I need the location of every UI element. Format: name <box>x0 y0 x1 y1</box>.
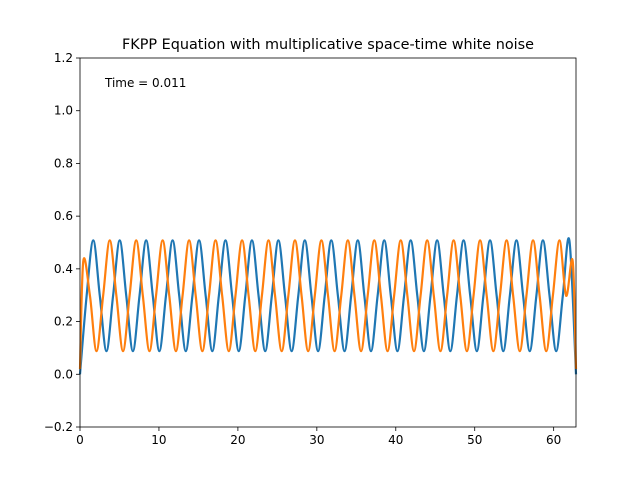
x-tick-label: 20 <box>230 433 245 447</box>
time-annotation: Time = 0.011 <box>104 76 186 90</box>
x-tick-label: 40 <box>388 433 403 447</box>
x-tick-label: 30 <box>309 433 324 447</box>
y-tick-label: 1.2 <box>54 51 73 65</box>
x-tick-label: 50 <box>467 433 482 447</box>
plot-frame <box>79 57 577 428</box>
series-line-2 <box>78 239 578 370</box>
y-tick-label: 0.6 <box>54 209 73 223</box>
x-tick-label: 10 <box>151 433 166 447</box>
chart-title: FKPP Equation with multiplicative space-… <box>122 37 534 53</box>
plot-area <box>80 58 576 427</box>
y-tick-label: 0.0 <box>54 367 73 381</box>
ticks-layer: 0 10 20 30 40 50 60 −0.2 0.0 0.2 0.4 0.6 0.8 1.0 1.2 <box>44 51 561 447</box>
y-tick-label: 0.2 <box>54 315 73 329</box>
y-tick-label: 0.8 <box>54 156 73 170</box>
series-line-1 <box>78 237 578 375</box>
y-tick-label: 0.4 <box>54 262 73 276</box>
x-tick-label: 0 <box>76 433 84 447</box>
x-tick-label: 60 <box>546 433 561 447</box>
y-tick-label: −0.2 <box>44 420 73 434</box>
series-layer <box>78 237 578 375</box>
plot-background <box>80 58 576 427</box>
y-tick-label: 1.0 <box>54 104 73 118</box>
